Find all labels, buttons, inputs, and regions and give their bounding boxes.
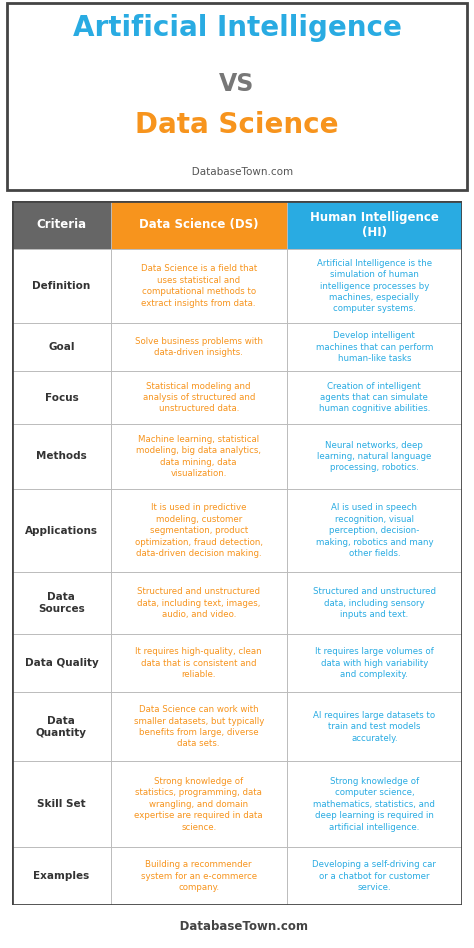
Bar xyxy=(286,761,462,848)
Text: Structured and unstructured
data, including text, images,
audio, and video.: Structured and unstructured data, includ… xyxy=(137,588,260,619)
Text: Develop intelligent
machines that can perform
human-like tasks: Develop intelligent machines that can pe… xyxy=(316,331,433,363)
Text: VS: VS xyxy=(219,72,255,96)
Bar xyxy=(286,249,462,323)
Bar xyxy=(286,201,462,249)
Bar xyxy=(12,424,111,489)
Text: Criteria: Criteria xyxy=(36,218,86,231)
Bar xyxy=(111,692,286,761)
Text: Machine learning, statistical
modeling, big data analytics,
data mining, data
vi: Machine learning, statistical modeling, … xyxy=(136,435,261,478)
Text: Focus: Focus xyxy=(45,392,78,403)
Text: Skill Set: Skill Set xyxy=(37,799,86,810)
Bar xyxy=(12,761,111,848)
Bar xyxy=(286,371,462,424)
Bar xyxy=(286,323,462,371)
Bar xyxy=(12,573,111,634)
Bar xyxy=(286,634,462,692)
Text: Data Science is a field that
uses statistical and
computational methods to
extra: Data Science is a field that uses statis… xyxy=(141,264,257,308)
Text: Data Quality: Data Quality xyxy=(25,658,98,668)
Bar xyxy=(12,692,111,761)
Bar xyxy=(286,489,462,573)
Text: DatabaseTown.com: DatabaseTown.com xyxy=(166,920,308,933)
Bar xyxy=(111,573,286,634)
Text: Data Science (DS): Data Science (DS) xyxy=(139,218,258,231)
Text: Data Science can work with
smaller datasets, but typically
benefits from large, : Data Science can work with smaller datas… xyxy=(134,705,264,749)
Bar xyxy=(12,201,111,249)
Text: Neural networks, deep
learning, natural language
processing, robotics.: Neural networks, deep learning, natural … xyxy=(317,441,431,472)
Text: Statistical modeling and
analysis of structured and
unstructured data.: Statistical modeling and analysis of str… xyxy=(143,382,255,413)
Bar xyxy=(111,323,286,371)
Text: AI is used in speech
recognition, visual
perception, decision-
making, robotics : AI is used in speech recognition, visual… xyxy=(316,503,433,558)
Text: Strong knowledge of
statistics, programming, data
wrangling, and domain
expertis: Strong knowledge of statistics, programm… xyxy=(135,777,263,831)
Text: Definition: Definition xyxy=(32,281,91,291)
Text: Creation of intelligent
agents that can simulate
human cognitive abilities.: Creation of intelligent agents that can … xyxy=(319,382,430,413)
Text: Developing a self-driving car
or a chatbot for customer
service.: Developing a self-driving car or a chatb… xyxy=(312,861,436,892)
Text: Applications: Applications xyxy=(25,525,98,536)
Bar xyxy=(12,489,111,573)
Bar xyxy=(111,761,286,848)
Bar xyxy=(111,249,286,323)
Bar xyxy=(286,424,462,489)
Text: Methods: Methods xyxy=(36,451,87,462)
Text: It is used in predictive
modeling, customer
segmentation, product
optimization, : It is used in predictive modeling, custo… xyxy=(135,503,263,558)
Bar xyxy=(12,634,111,692)
Bar xyxy=(12,323,111,371)
Bar xyxy=(111,424,286,489)
Text: Human Intelligence
(HI): Human Intelligence (HI) xyxy=(310,211,439,239)
Bar xyxy=(12,249,111,323)
Bar xyxy=(111,371,286,424)
Text: DatabaseTown.com: DatabaseTown.com xyxy=(181,167,293,177)
Text: Examples: Examples xyxy=(33,871,90,882)
Text: Artificial Intelligence is the
simulation of human
intelligence processes by
mac: Artificial Intelligence is the simulatio… xyxy=(317,259,432,314)
Bar xyxy=(111,489,286,573)
Text: Strong knowledge of
computer science,
mathematics, statistics, and
deep learning: Strong knowledge of computer science, ma… xyxy=(313,777,435,831)
Text: It requires high-quality, clean
data that is consistent and
reliable.: It requires high-quality, clean data tha… xyxy=(136,647,262,679)
Bar xyxy=(286,573,462,634)
Bar xyxy=(111,848,286,905)
Bar xyxy=(12,371,111,424)
Bar xyxy=(111,634,286,692)
Text: Data
Sources: Data Sources xyxy=(38,592,85,614)
Bar xyxy=(12,848,111,905)
Text: Data Science: Data Science xyxy=(135,111,339,138)
Text: Solve business problems with
data-driven insights.: Solve business problems with data-driven… xyxy=(135,337,263,357)
Text: Structured and unstructured
data, including sensory
inputs and text.: Structured and unstructured data, includ… xyxy=(313,588,436,619)
Text: AI requires large datasets to
train and test models
accurately.: AI requires large datasets to train and … xyxy=(313,711,436,742)
Text: It requires large volumes of
data with high variability
and complexity.: It requires large volumes of data with h… xyxy=(315,647,434,679)
Text: Data
Quantity: Data Quantity xyxy=(36,716,87,738)
Bar xyxy=(286,692,462,761)
Bar xyxy=(286,848,462,905)
Text: Goal: Goal xyxy=(48,342,74,352)
Bar xyxy=(111,201,286,249)
Text: Building a recommender
system for an e-commerce
company.: Building a recommender system for an e-c… xyxy=(141,861,257,892)
Text: Artificial Intelligence: Artificial Intelligence xyxy=(73,13,401,42)
